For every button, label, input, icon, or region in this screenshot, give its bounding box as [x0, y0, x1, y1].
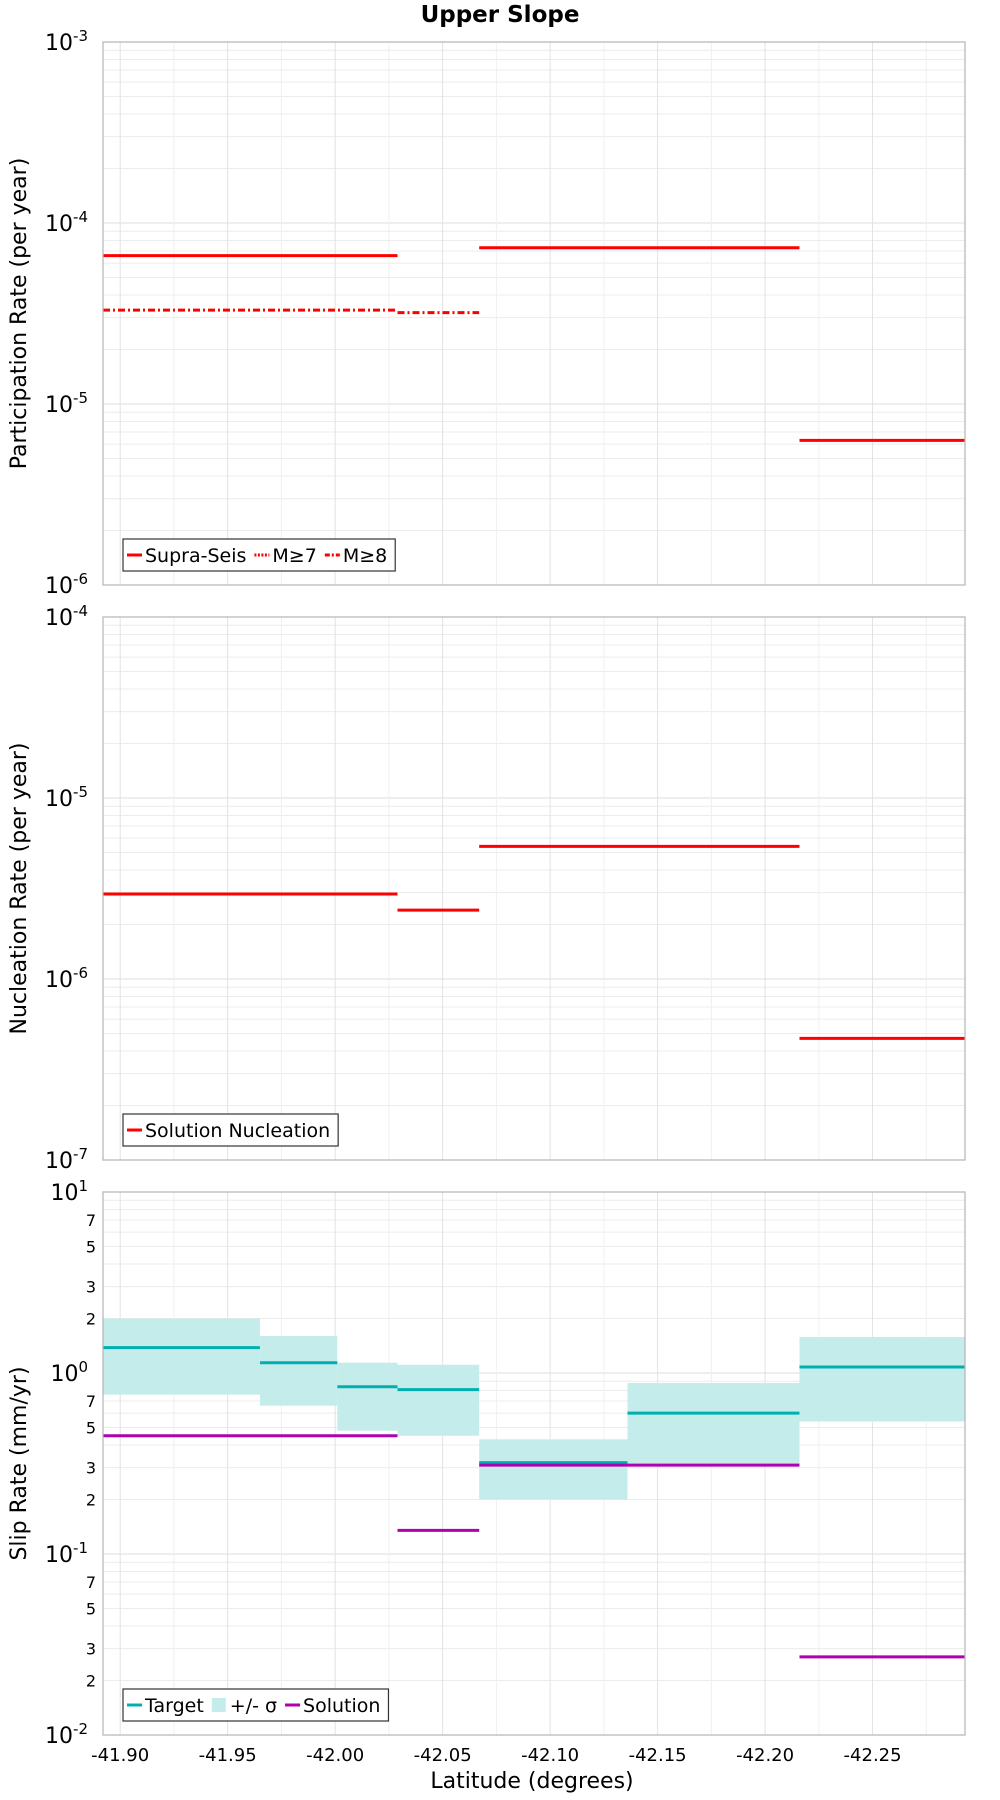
legend: Solution Nucleation [122, 1113, 339, 1147]
x-tick-label: -42.10 [521, 1745, 579, 1766]
y-minor-tick-label: 7 [86, 1573, 96, 1592]
y-tick-label: 10-4 [45, 208, 88, 237]
legend-entry-label: Solution [303, 1695, 380, 1717]
sigma-band-segment [337, 1362, 398, 1431]
x-tick-label: -42.25 [844, 1745, 902, 1766]
sigma-band-segment [397, 1364, 480, 1436]
sigma-band-segment [479, 1439, 628, 1500]
sigma-band-segment [259, 1336, 338, 1406]
y-minor-tick-label: 7 [86, 1211, 96, 1230]
y-minor-tick-label: 2 [86, 1491, 96, 1510]
sigma-band-segment [103, 1318, 260, 1395]
legend-entry-label: Solution Nucleation [145, 1120, 330, 1142]
y-minor-tick-label: 2 [86, 1672, 96, 1691]
y-minor-tick-label: 3 [86, 1278, 96, 1297]
plot-frame [102, 1191, 966, 1736]
y-tick-label: 10-6 [45, 964, 88, 993]
y-minor-tick-label: 5 [86, 1418, 96, 1437]
legend-entry-label: Supra-Seis [145, 545, 246, 567]
legend: Supra-Seis M≥7 M≥8 [122, 538, 396, 572]
y-tick-label: 101 [50, 1177, 88, 1206]
panel-1: 10-6 10-5 10-4 10-3 Participation Rate (per … [7, 27, 966, 599]
y-tick-label: 10-7 [45, 1145, 88, 1174]
x-tick-label: -42.05 [414, 1745, 472, 1766]
y-tick-label: 10-4 [45, 602, 88, 631]
panel-2: 10-7 10-6 10-5 10-4 Nucleation Rate (per yea… [7, 602, 966, 1174]
legend-entry-label: +/- σ [230, 1695, 277, 1717]
y-minor-tick-label: 3 [86, 1459, 96, 1478]
x-tick-label: -42.15 [629, 1745, 687, 1766]
y-tick-label: 10-3 [45, 27, 88, 56]
x-tick-label: -42.20 [736, 1745, 794, 1766]
y-axis-label: Slip Rate (mm/yr) [7, 1366, 32, 1560]
y-minor-tick-label: 5 [86, 1237, 96, 1256]
y-tick-label: 10-2 [45, 1720, 88, 1749]
y-minor-tick-label: 7 [86, 1392, 96, 1411]
plot-frame [102, 616, 966, 1161]
legend-entry-label: M≥7 [272, 545, 316, 567]
x-tick-label: -42.00 [306, 1745, 364, 1766]
legend-box [122, 1113, 339, 1147]
legend-entry-label: Target [144, 1695, 204, 1717]
y-axis-label: Nucleation Rate (per year) [7, 743, 32, 1035]
x-tick-label: -41.90 [91, 1745, 149, 1766]
y-minor-tick-label: 5 [86, 1599, 96, 1618]
sigma-band-segment [627, 1383, 800, 1466]
y-tick-label: 10-5 [45, 783, 88, 812]
y-axis-label: Participation Rate (per year) [7, 158, 32, 470]
x-tick-label: -41.95 [199, 1745, 257, 1766]
y-minor-tick-label: 2 [86, 1310, 96, 1329]
sigma-band-segment [799, 1337, 965, 1422]
y-tick-label: 10-1 [45, 1539, 88, 1568]
y-tick-label: 10-5 [45, 389, 88, 418]
legend-box [122, 1688, 390, 1722]
legend-swatch [211, 1698, 226, 1712]
y-minor-tick-label: 3 [86, 1640, 96, 1659]
panel-3: 10-2 10-1 100 101 2 3 5 7 2 3 5 7 2 3 5 7 Slip Rate (mm/… [7, 1177, 966, 1749]
legend-entry-label: M≥8 [343, 545, 387, 567]
legend: Target +/- σ Solution [122, 1688, 390, 1722]
x-axis-label: Latitude (degrees) [430, 1769, 633, 1794]
plot-background [103, 617, 965, 1160]
y-tick-label: 10-6 [45, 570, 88, 599]
panels: 10-6 10-5 10-4 10-3 Participation Rate (per … [7, 27, 966, 1766]
y-tick-label: 100 [50, 1358, 88, 1387]
chart-title: Upper Slope [421, 2, 580, 28]
plot-background [103, 42, 965, 585]
plot-frame [102, 41, 966, 586]
